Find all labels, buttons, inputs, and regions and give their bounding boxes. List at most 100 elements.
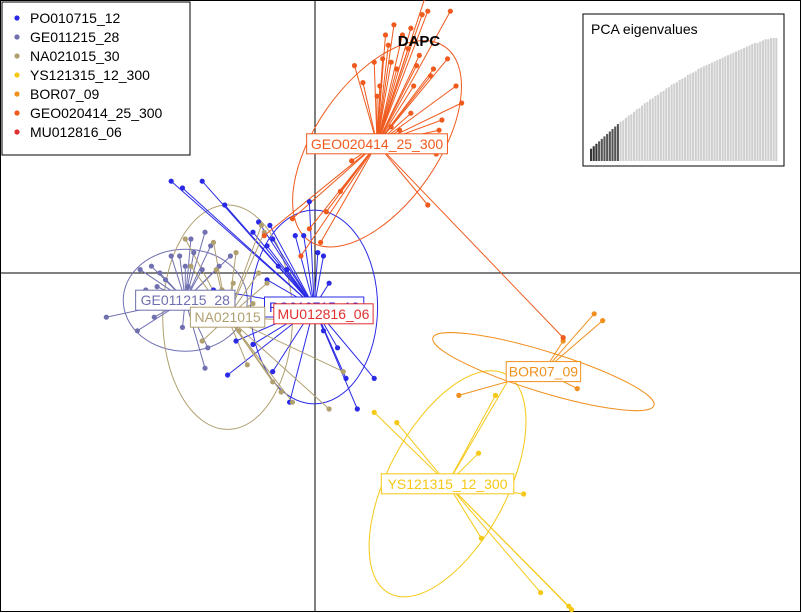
point-GE011215_28-19	[179, 324, 186, 330]
point-GEO020414_25_300-2	[371, 59, 377, 65]
spoke-YS121315_12_300-6	[447, 483, 541, 593]
point-BOR07_09-2	[591, 311, 597, 317]
point-GEO020414_25_300-17	[419, 12, 425, 18]
point-PO010715_12-20	[354, 406, 360, 412]
eigen-bar-50	[724, 56, 727, 162]
point-GEO020414_25_300-9	[391, 22, 397, 28]
group-labels: PO010715_12GE011215_28NA021015YS121315_1…	[135, 133, 582, 495]
point-YS121315_12_300-11	[478, 535, 484, 541]
eigen-bar-65	[764, 39, 767, 162]
point-PO010715_12-8	[270, 236, 276, 242]
point-NA021015_30-12	[256, 270, 262, 276]
point-PO010715_12-15	[320, 253, 327, 259]
label-BOR07_09: BOR07_09	[509, 364, 578, 380]
point-GEO020414_25_300-15	[413, 63, 420, 69]
eigen-bar-63	[759, 41, 762, 161]
eigen-bar-6	[606, 133, 609, 161]
legend-marker-YS121315_12_300	[14, 72, 20, 78]
legend-label-MU012816_06: MU012816_06	[30, 124, 122, 140]
legend-label-GEO020414_25_300: GEO020414_25_300	[30, 105, 163, 121]
eigen-bar-59	[748, 45, 751, 161]
point-PO010715_12-23	[270, 369, 276, 375]
point-GEO020414_25_300-26	[408, 110, 414, 116]
point-YS121315_12_300-5	[521, 491, 527, 497]
label-box-BOR07_09	[505, 361, 582, 383]
spoke-GEO020414_25_300-23	[376, 10, 451, 145]
point-NA021015_30-23	[244, 362, 250, 368]
eigen-bar-37	[689, 73, 692, 161]
point-GEO020414_25_300-30	[349, 158, 355, 164]
eigen-bar-38	[692, 72, 695, 161]
point-NA021015_30-14	[264, 280, 270, 286]
point-NA021015_30-15	[270, 379, 276, 385]
eigen-bar-69	[775, 38, 778, 161]
spoke-GEO020414_25_300-21	[376, 68, 434, 145]
point-GEO020414_25_300-13	[408, 25, 414, 31]
group-ellipses	[122, 40, 655, 598]
eigen-bar-36	[686, 74, 689, 161]
point-GEO020414_25_300-14	[411, 83, 417, 89]
point-PO010715_12-16	[326, 280, 332, 286]
point-GEO020414_25_300-5	[380, 56, 386, 62]
eigen-bar-18	[638, 108, 641, 161]
eigen-bar-12	[622, 120, 625, 161]
spoke-GE011215_28-24	[184, 300, 206, 369]
point-PO010715_12-18	[334, 345, 341, 351]
point-NA021015_30-16	[278, 389, 284, 395]
eigen-bar-49	[721, 57, 724, 161]
point-BOR07_09-0	[456, 392, 462, 398]
eigen-bar-46	[713, 61, 716, 162]
label-box-MU012816_06	[273, 303, 374, 325]
ellipse-BOR07_09	[432, 332, 655, 412]
point-PO010715_12-26	[224, 372, 231, 378]
eigen-bar-20	[643, 103, 646, 161]
spoke-GEO020414_25_300-40	[263, 143, 378, 236]
legend-marker-BOR07_09	[14, 91, 20, 97]
spoke-GEO020414_25_300-9	[376, 24, 395, 144]
point-GEO020414_25_300-32	[323, 209, 329, 215]
eigen-bar-29	[667, 87, 670, 161]
point-YS121315_12_300-0	[371, 409, 377, 415]
eigen-bar-9	[614, 126, 617, 161]
point-GEO020414_25_300-6	[382, 32, 389, 38]
point-GEO020414_25_300-36	[425, 202, 431, 208]
eigen-bar-56	[740, 49, 743, 161]
spoke-GEO020414_25_300-0	[353, 65, 378, 144]
legend-label-BOR07_09: BOR07_09	[30, 86, 99, 102]
legend-marker-PO010715_12	[14, 15, 20, 21]
spoke-GEO020414_25_300-42	[376, 143, 564, 338]
point-PO010715_12-14	[315, 250, 321, 256]
eigen-bar-61	[753, 42, 756, 161]
point-BOR07_09-3	[574, 386, 580, 392]
eigen-bar-47	[716, 60, 719, 161]
point-GEO020414_25_300-34	[306, 226, 312, 232]
point-GEO020414_25_300-12	[405, 46, 411, 52]
eigen-bar-13	[624, 117, 627, 161]
point-PO010715_12-12	[301, 233, 307, 239]
point-PO010715_12-21	[371, 375, 377, 381]
label-NA021015_30: NA021015	[194, 309, 260, 325]
point-GEO020414_25_300-27	[397, 127, 403, 133]
eigen-bar-15	[630, 114, 633, 161]
point-NA021015_30-22	[210, 239, 217, 245]
point-GE011215_28-2	[157, 270, 163, 276]
eigen-bar-5	[603, 136, 606, 161]
point-GEO020414_25_300-16	[416, 52, 422, 59]
eigen-bar-25	[657, 94, 660, 161]
point-NA021015_30-3	[199, 338, 205, 344]
eigen-bar-43	[705, 65, 708, 161]
label-box-YS121315_12_300	[380, 473, 515, 495]
point-PO010715_12-4	[250, 229, 256, 235]
point-PO010715_12-2	[199, 178, 205, 184]
point-GE011215_28-0	[137, 267, 143, 273]
eigen-bar-16	[632, 111, 636, 161]
point-GE011215_28-8	[188, 236, 194, 242]
point-NA021015_30-0	[182, 236, 188, 242]
eigen-bar-52	[729, 53, 732, 161]
point-GE011215_28-23	[205, 345, 211, 351]
point-GEO020414_25_300-10	[394, 66, 400, 72]
point-NA021015_30-17	[289, 399, 296, 405]
point-GE011215_28-1	[148, 263, 155, 269]
point-GEO020414_25_300-23	[447, 8, 453, 14]
eigen-bar-62	[756, 42, 759, 161]
